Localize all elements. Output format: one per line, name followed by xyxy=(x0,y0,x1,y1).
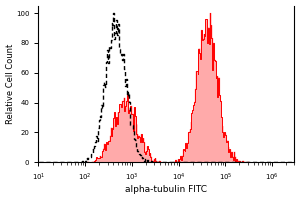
Y-axis label: Relative Cell Count: Relative Cell Count xyxy=(6,44,15,124)
X-axis label: alpha-tubulin FITC: alpha-tubulin FITC xyxy=(125,185,208,194)
